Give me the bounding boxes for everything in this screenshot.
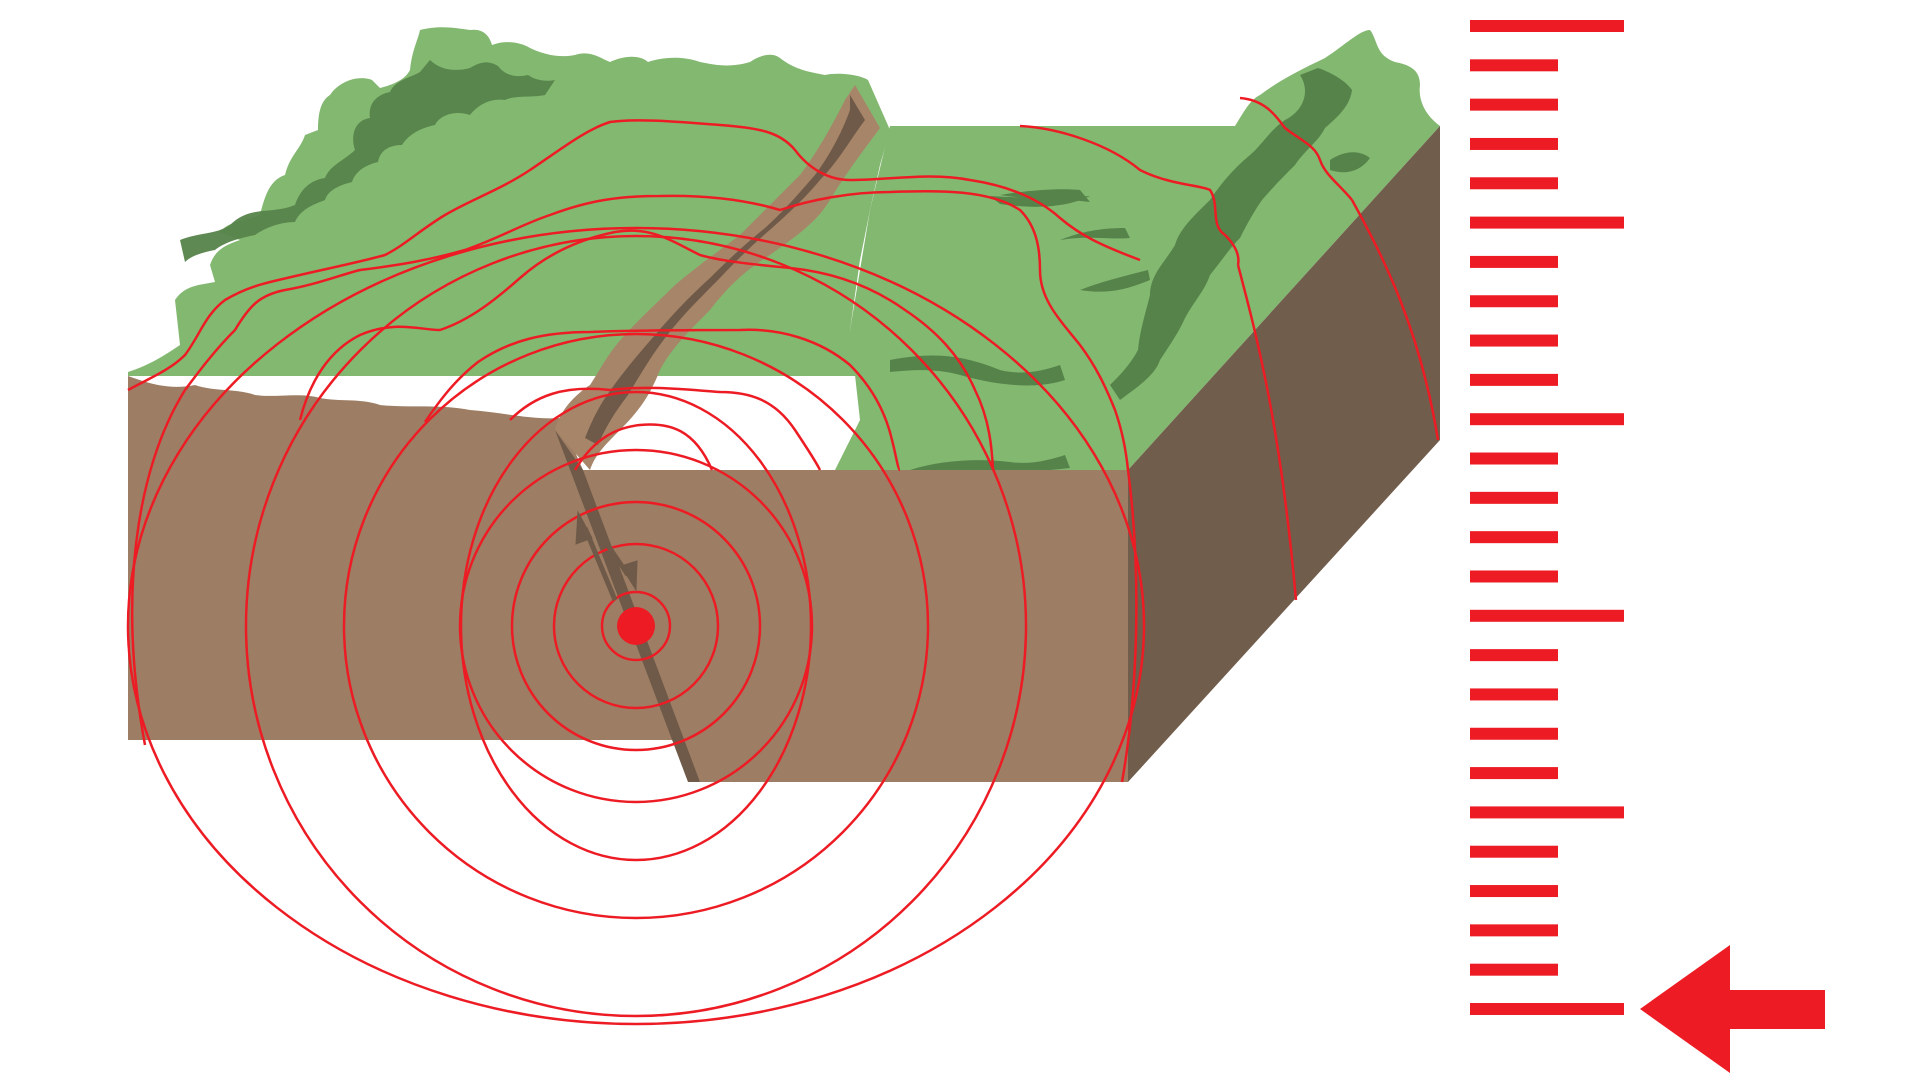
terrain-right-ridges [1110,68,1352,400]
wave-contour-5 [184,189,1130,471]
red-left-arrow [1640,945,1825,1073]
wave-front-arc-1 [131,389,187,746]
wave-ring-3 [510,500,762,752]
scale-minor-tick [1470,452,1558,465]
scale-minor-tick [1470,845,1558,858]
wave-ring-7 [244,234,1028,1018]
scale-minor-tick [1470,373,1558,386]
wave-ring-8 [126,226,1146,1026]
scale-major-tick [1470,413,1624,426]
scale-major-tick [1470,1003,1624,1015]
wave-ring-1 [600,590,672,662]
wave-contour-3 [423,328,902,472]
seismic-waves [126,96,1440,1026]
slip-arrow-up-head [575,510,593,545]
scale-minor-tick [1470,649,1558,662]
wave-contour-7 [1019,124,1240,266]
wave-contour-6 [127,119,1141,392]
scale-minor-tick [1470,295,1558,308]
wave-side-arc-1 [1236,264,1298,601]
scale-minor-tick [1470,688,1558,701]
scale-major-tick [1470,20,1624,32]
fault-trench-shadow [585,95,865,445]
earthquake-focus-dot [617,607,655,645]
scale-minor-tick [1470,727,1558,740]
scale-minor-tick [1470,334,1558,347]
scale-minor-tick [1470,570,1558,583]
scale-minor-tick [1470,491,1558,504]
wave-contour-2 [509,386,822,471]
scale-major-tick [1470,216,1624,229]
scale-minor-tick [1470,924,1558,937]
scale-minor-tick [1470,255,1558,268]
scale-minor-tick [1470,59,1558,72]
slip-arrow-down-head [620,560,638,592]
scale-major-tick [1470,609,1624,622]
wave-contour-1 [573,423,714,471]
scale-minor-tick [1470,885,1558,898]
red-left-arrow-shape [1640,945,1825,1073]
scale-minor-tick [1470,177,1558,190]
wave-front-arc-2 [1120,469,1138,783]
terrain-left-ridge-shadow [180,60,555,262]
scale-minor-tick [1470,531,1558,544]
slip-arrow-up-shaft [582,527,618,601]
scale-minor-tick [1470,767,1558,780]
scale-minor-tick [1470,98,1558,111]
terrain-top-blotches [990,152,1370,207]
wave-ring-5 [459,390,813,862]
wave-ring-2 [552,542,720,710]
wave-side-arc-2 [1350,199,1440,441]
intensity-scale [1470,20,1624,1015]
wave-ring-6 [342,332,930,920]
fault-slip-arrows [575,510,638,601]
scale-minor-tick [1470,137,1558,150]
scale-minor-tick [1470,963,1558,976]
soil-side-face [1128,126,1440,782]
wave-contour-8 [1239,96,1353,201]
scale-major-tick [1470,806,1624,819]
soil-front-lower [583,470,1128,782]
soil-block [128,85,1440,782]
fault-plane-front [555,430,700,782]
